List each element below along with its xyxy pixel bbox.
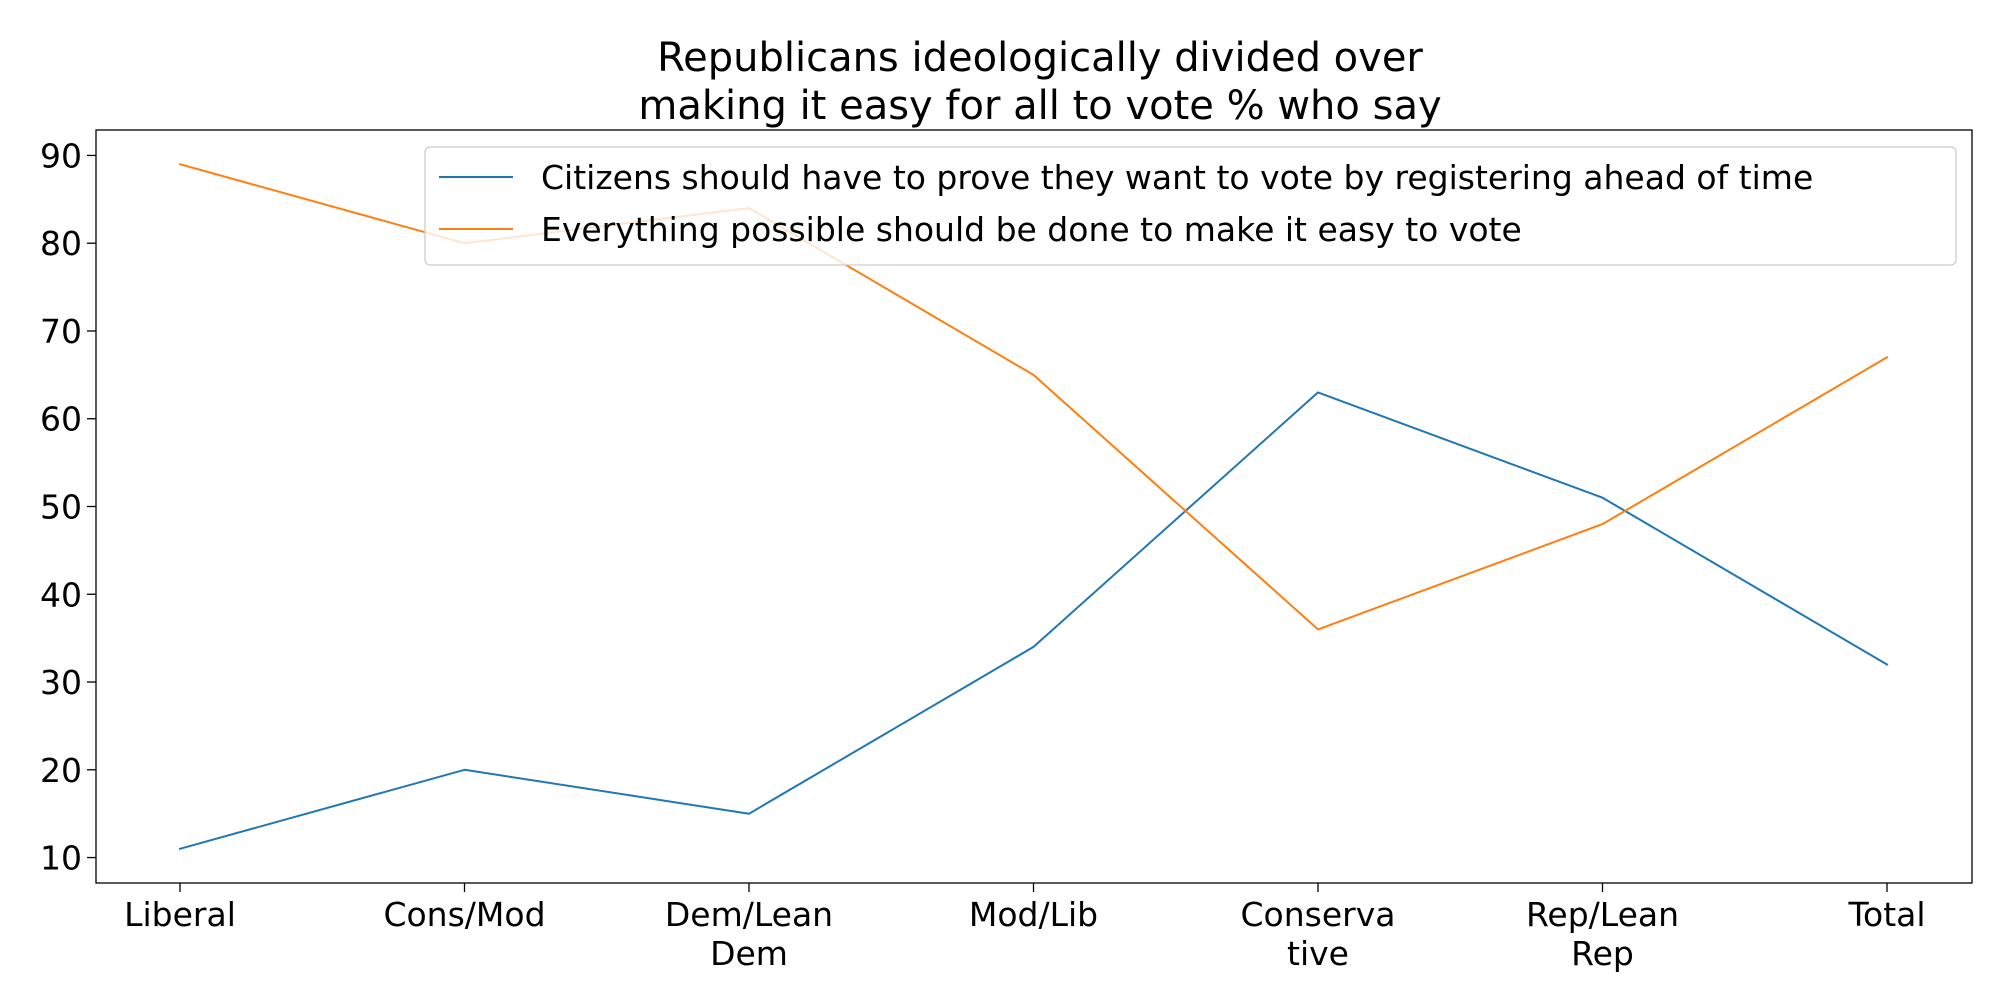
y-tick-label: 40 xyxy=(40,575,82,614)
x-tick-label: Total xyxy=(1847,895,1925,934)
x-tick-label-line: Dem/Lean xyxy=(665,895,833,934)
legend-label: Everything possible should be done to ma… xyxy=(541,210,1522,249)
series-layer xyxy=(178,162,1889,851)
x-tick-label-line: Cons/Mod xyxy=(383,895,545,934)
chart-title-line-1: Republicans ideologically divided over xyxy=(657,35,1423,81)
y-tick-label: 20 xyxy=(40,751,82,790)
x-tick-label: Rep/Lean Rep xyxy=(1526,895,1679,973)
chart-title-line-2: making it easy for all to vote % who say xyxy=(638,83,1441,129)
y-tick-label: 30 xyxy=(40,663,82,702)
x-tick-label: Conserva tive xyxy=(1241,895,1396,973)
x-tick-label: Cons/Mod xyxy=(383,895,545,934)
x-tick-label-line: Total xyxy=(1847,895,1925,934)
x-tick-label-line: Mod/Lib xyxy=(969,895,1098,934)
y-tick-label: 80 xyxy=(40,224,82,263)
x-tick-label-line: Conserva xyxy=(1241,895,1396,934)
x-axis: Liberal Cons/Mod Dem/Lean Dem Mod/Lib Conserv… xyxy=(124,883,1926,973)
x-tick-label: Mod/Lib xyxy=(969,895,1098,934)
x-tick-label-line: Liberal xyxy=(124,895,236,934)
legend: Citizens should have to prove they want … xyxy=(424,146,1957,266)
y-tick-label: 50 xyxy=(40,488,82,527)
series-line-1 xyxy=(178,391,1889,851)
legend-frame xyxy=(424,146,1957,266)
y-tick-label: 90 xyxy=(40,136,82,175)
x-tick-label-line: Rep xyxy=(1571,934,1634,973)
y-tick-label: 10 xyxy=(40,839,82,878)
x-tick-label-line: Rep/Lean xyxy=(1526,895,1679,934)
y-axis: 10 20 30 40 50 60 70 80 90 xyxy=(40,136,96,878)
y-tick-label: 60 xyxy=(40,400,82,439)
plot-area-frame xyxy=(95,129,1973,884)
x-tick-label: Liberal xyxy=(124,895,236,934)
chart-title: Republicans ideologically divided over m… xyxy=(638,35,1441,129)
x-tick-label: Dem/Lean Dem xyxy=(665,895,833,973)
x-tick-label-line: tive xyxy=(1287,934,1349,973)
y-tick-label: 70 xyxy=(40,312,82,351)
legend-label: Citizens should have to prove they want … xyxy=(541,158,1813,197)
x-tick-label-line: Dem xyxy=(710,934,788,973)
